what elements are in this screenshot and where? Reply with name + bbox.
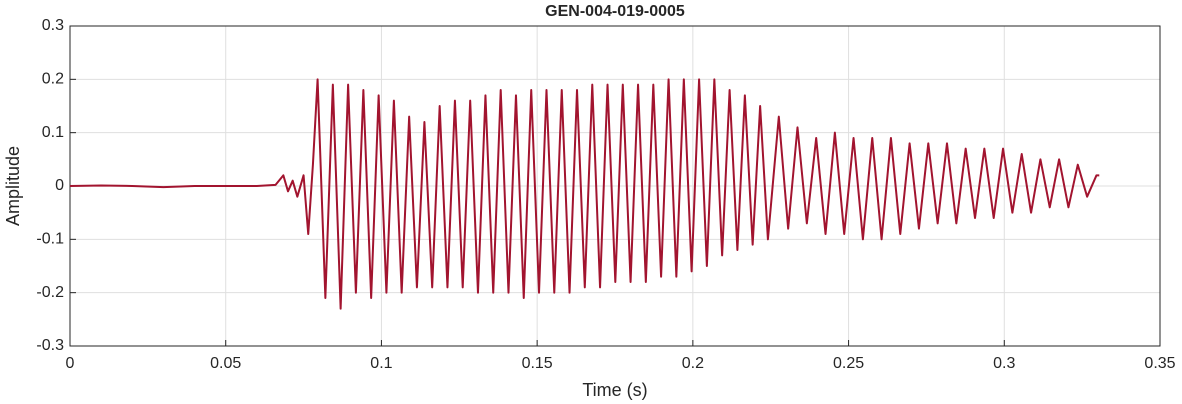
- y-tick-label: 0: [55, 177, 64, 194]
- y-tick-label: -0.2: [36, 284, 64, 301]
- y-tick-label: -0.1: [36, 231, 64, 248]
- x-tick-label: 0.05: [210, 355, 241, 372]
- y-tick-label: -0.3: [36, 337, 64, 354]
- x-tick-label: 0.15: [522, 355, 553, 372]
- y-tick-label: 0.1: [42, 124, 64, 141]
- x-tick-label: 0.35: [1144, 355, 1175, 372]
- x-tick-label: 0.25: [833, 355, 864, 372]
- x-tick-label: 0.3: [993, 355, 1015, 372]
- y-axis-label: Amplitude: [3, 146, 23, 226]
- y-tick-label: 0.2: [42, 71, 64, 88]
- x-axis-label: Time (s): [582, 380, 647, 400]
- x-tick-label: 0: [66, 355, 75, 372]
- x-tick-label: 0.2: [682, 355, 704, 372]
- y-tick-label: 0.3: [42, 17, 64, 34]
- x-tick-label: 0.1: [370, 355, 392, 372]
- chart-title: GEN-004-019-0005: [545, 3, 685, 20]
- waveform-line: [69, 78, 1100, 310]
